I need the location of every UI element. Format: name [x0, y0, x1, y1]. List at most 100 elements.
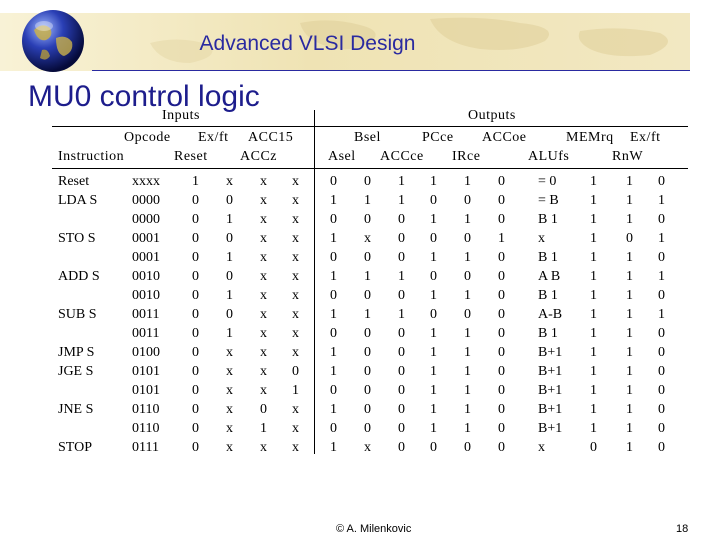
table-cell: x — [292, 288, 299, 303]
table-row: SUB S 0011 0 0 x x 1 1 1 0 0 0 A-B 1 1 1 — [52, 305, 688, 324]
header-banner — [0, 13, 690, 71]
table-cell: 0 — [192, 421, 199, 436]
table-cell: 0 — [364, 326, 371, 341]
table-cell: 0 — [430, 440, 437, 455]
table-cell: 1 — [430, 345, 437, 360]
table-cell: B+1 — [538, 364, 563, 379]
control-logic-table: Inputs Outputs Opcode Ex/ft ACC15 Bsel P… — [52, 108, 688, 458]
table-cell: 0110 — [132, 402, 160, 417]
header-irce: IRce — [452, 149, 481, 164]
table-cell: 0 — [498, 364, 505, 379]
table-cell: 0101 — [132, 383, 160, 398]
table-cell: 1 — [364, 269, 371, 284]
table-cell: 1 — [590, 345, 597, 360]
table-cell: 0 — [192, 383, 199, 398]
table-cell: x — [292, 174, 299, 189]
table-cell: 0 — [192, 364, 199, 379]
table-cell: 0 — [330, 326, 337, 341]
table-cell: 0 — [464, 269, 471, 284]
table-cell: 0 — [464, 193, 471, 208]
table-cell: 1 — [590, 193, 597, 208]
table-cell: 1 — [398, 307, 405, 322]
table-cell: x — [292, 307, 299, 322]
table-cell: 1 — [590, 231, 597, 246]
table-cell: 1 — [464, 383, 471, 398]
table-cell: 1 — [626, 307, 633, 322]
table-cell: 0 — [430, 307, 437, 322]
table-cell: x — [260, 269, 267, 284]
table-cell: 1 — [430, 383, 437, 398]
table-cell: 1 — [626, 174, 633, 189]
table-cell: 1 — [464, 250, 471, 265]
table-cell: 0 — [498, 269, 505, 284]
table-cell: 0 — [364, 250, 371, 265]
table-cell: 1 — [590, 269, 597, 284]
table-cell: 0 — [192, 345, 199, 360]
table-cell: x — [292, 250, 299, 265]
header-accoe: ACCoe — [482, 130, 527, 145]
table-cell: x — [538, 440, 545, 455]
table-cell: 1 — [590, 288, 597, 303]
table-cell: 0 — [498, 326, 505, 341]
table-cell: x — [260, 326, 267, 341]
table-cell: 0 — [192, 288, 199, 303]
table-cell: x — [292, 231, 299, 246]
header-opcode: Opcode — [124, 130, 171, 145]
table-cell: 0 — [330, 250, 337, 265]
table-cell: 1 — [626, 326, 633, 341]
table-cell: 1 — [590, 212, 597, 227]
table-row: ADD S 0010 0 0 x x 1 1 1 0 0 0 A B 1 1 1 — [52, 267, 688, 286]
table-cell: x — [260, 364, 267, 379]
table-cell: x — [260, 250, 267, 265]
table-cell: 1 — [430, 421, 437, 436]
table-cell: 0 — [626, 231, 633, 246]
table-cell: 1 — [626, 383, 633, 398]
header-underline — [92, 70, 690, 71]
table-cell: 1 — [464, 174, 471, 189]
table-cell: 0 — [498, 402, 505, 417]
slide-title: MU0 control logic — [28, 80, 260, 113]
table-cell: 0 — [430, 231, 437, 246]
table-cell: x — [226, 174, 233, 189]
instruction-cell: JMP S — [58, 345, 95, 360]
table-cell: 0 — [364, 402, 371, 417]
table-cell: 0 — [192, 269, 199, 284]
instruction-cell: STOP — [58, 440, 92, 455]
table-cell: 0 — [398, 250, 405, 265]
table-cell: 1 — [430, 250, 437, 265]
table-cell: B+1 — [538, 383, 563, 398]
table-cell: 1 — [330, 269, 337, 284]
table-cell: 1 — [430, 174, 437, 189]
table-cell: 0 — [498, 307, 505, 322]
inputs-outputs-divider — [314, 110, 315, 454]
table-cell: x — [260, 288, 267, 303]
table-cell: 0 — [192, 250, 199, 265]
instruction-cell: STO S — [58, 231, 96, 246]
table-cell: 0 — [498, 421, 505, 436]
table-cell: 1 — [626, 421, 633, 436]
table-cell: x — [292, 212, 299, 227]
instruction-cell: Reset — [58, 174, 90, 189]
table-cell: 1 — [430, 402, 437, 417]
instruction-cell: LDA S — [58, 193, 98, 208]
header-ex-ft: Ex/ft — [198, 130, 229, 145]
table-cell: 0 — [658, 402, 665, 417]
table-cell: 0101 — [132, 364, 160, 379]
instruction-cell: JGE S — [58, 364, 94, 379]
table-cell: 0 — [330, 174, 337, 189]
table-row: 0101 0 x x 1 0 0 0 1 1 0 B+1 1 1 0 — [52, 381, 688, 400]
table-cell: 0 — [260, 402, 267, 417]
table-cell: x — [364, 440, 371, 455]
header-instruction: Instruction — [58, 149, 125, 164]
instruction-cell: SUB S — [58, 307, 97, 322]
table-cell: 0 — [498, 345, 505, 360]
table-cell: B 1 — [538, 326, 558, 341]
table-cell: xxxx — [132, 174, 160, 189]
table-cell: 0 — [498, 174, 505, 189]
table-cell: x — [226, 421, 233, 436]
table-cell: x — [260, 193, 267, 208]
table-cell: 1 — [330, 364, 337, 379]
table-cell: 1 — [330, 440, 337, 455]
